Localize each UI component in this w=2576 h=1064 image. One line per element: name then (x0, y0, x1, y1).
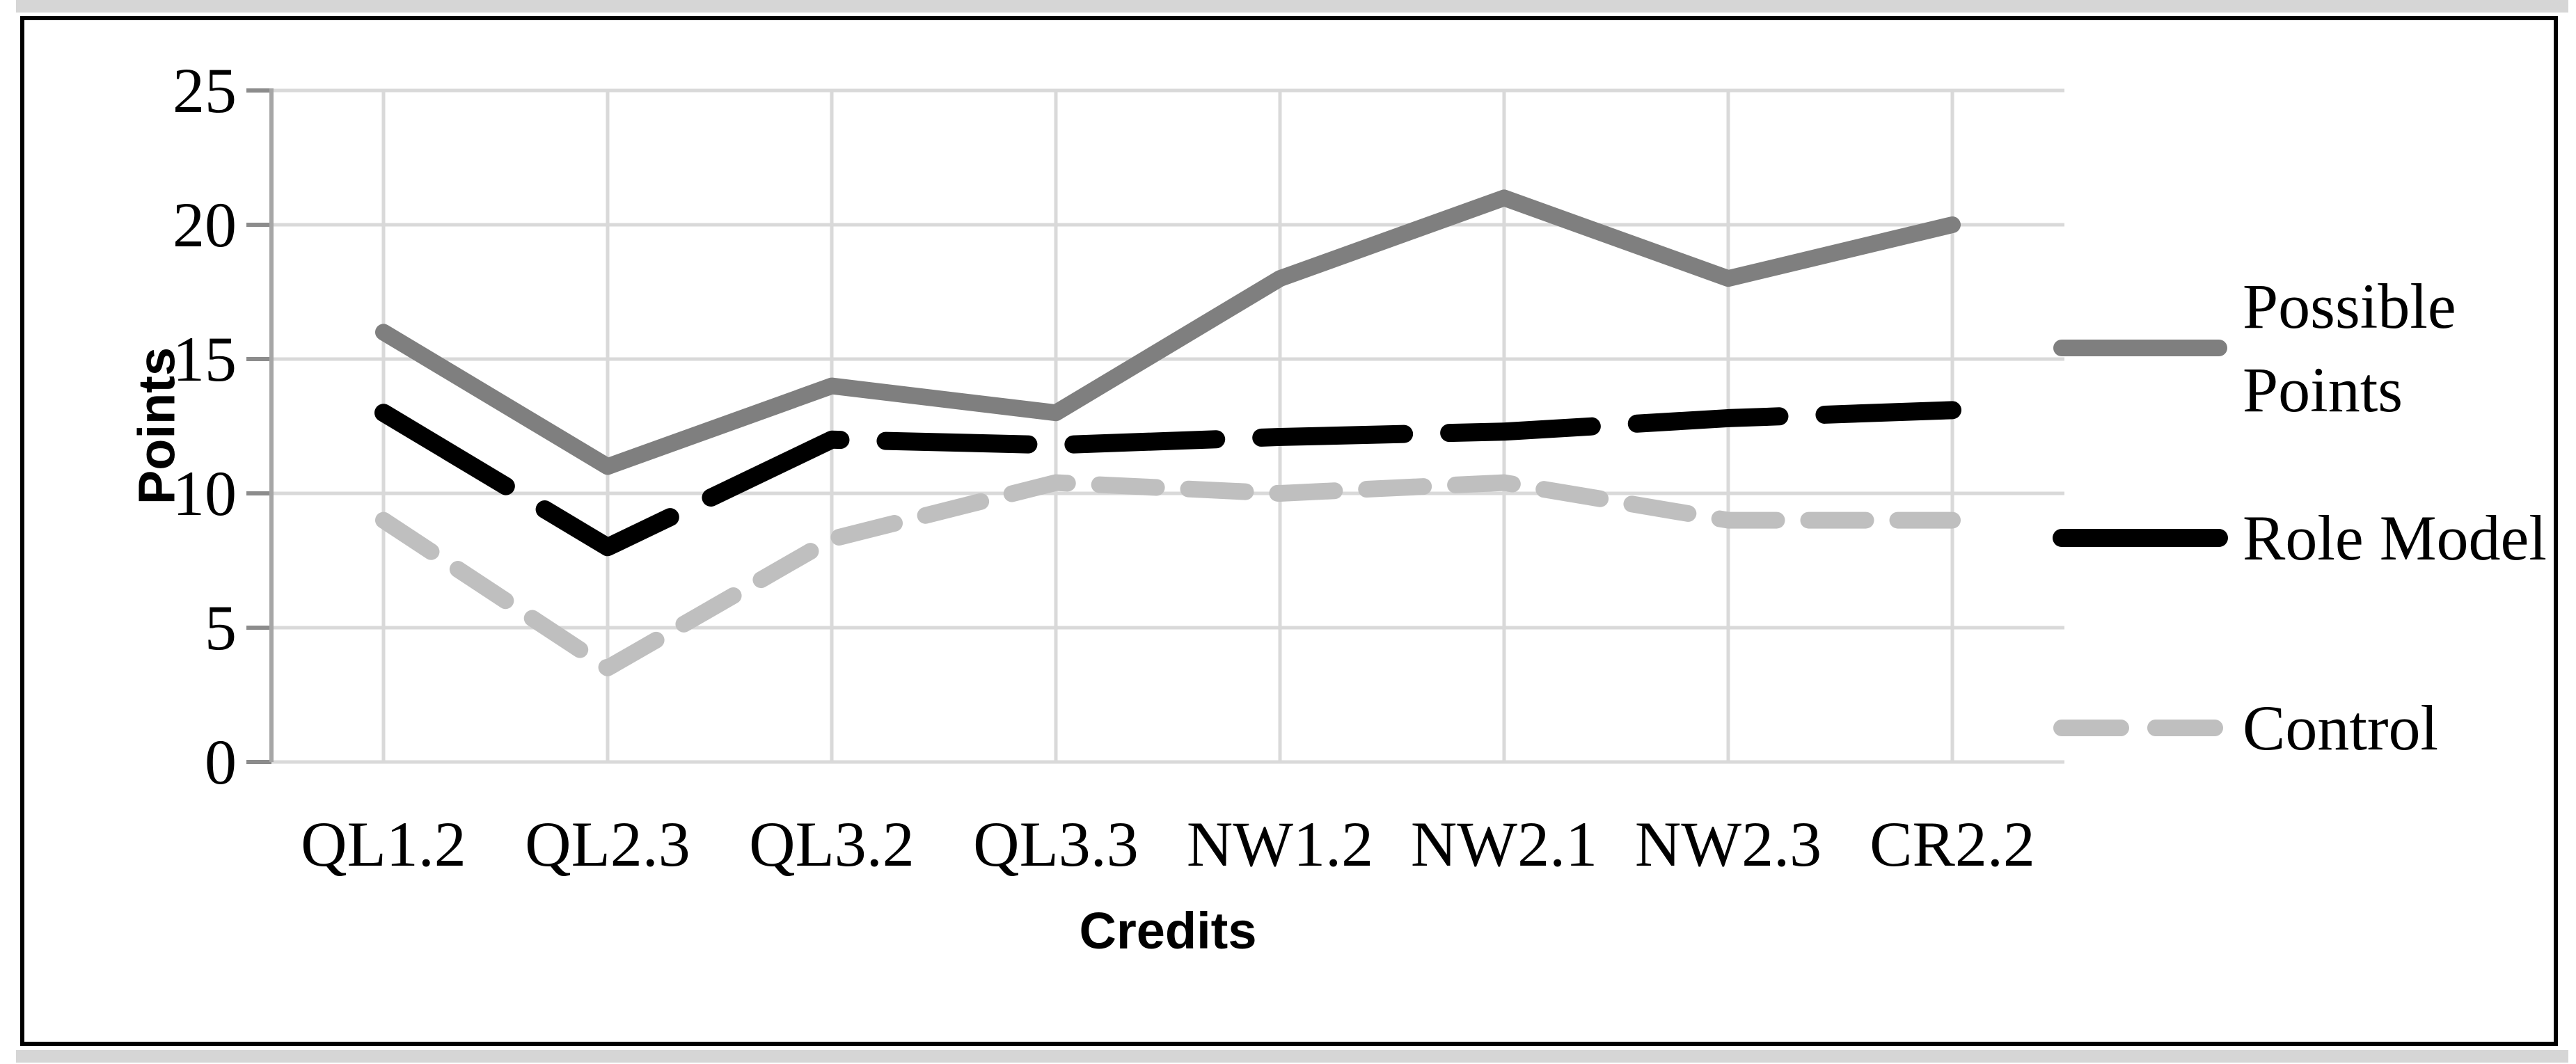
x-tick-label-QL3.3: QL3.3 (973, 809, 1139, 880)
legend-item-role-model: Role Model (2053, 496, 2572, 580)
x-tick-label-NW2.1: NW2.1 (1410, 809, 1598, 880)
y-axis-title: Points (127, 347, 186, 505)
x-tick-label-NW2.3: NW2.3 (1634, 809, 1822, 880)
x-tick-label-CR2.2: CR2.2 (1870, 809, 2035, 880)
y-axis (246, 88, 274, 764)
legend-label: Possible Points (2243, 271, 2456, 425)
y-tick-label-25: 25 (173, 55, 237, 126)
y-tick-label-10: 10 (173, 458, 237, 529)
x-tick-label-QL3.2: QL3.2 (749, 809, 915, 880)
x-tick-label-QL2.3: QL2.3 (525, 809, 690, 880)
x-tick-label-QL1.2: QL1.2 (301, 809, 466, 880)
legend-swatch-line-icon (2053, 340, 2227, 356)
vertical-gridlines (381, 90, 1954, 762)
legend-item-possible-points: Possible Points (2053, 264, 2572, 431)
y-tick-label-20: 20 (173, 189, 237, 260)
frame-top-strip (16, 0, 2568, 13)
series-line-role-model (374, 401, 1961, 557)
legend-swatch-line-icon (2053, 529, 2228, 547)
series-line-possible-points (375, 189, 1961, 475)
frame-bottom-strip (16, 1050, 2568, 1063)
y-tick-label-5: 5 (205, 592, 237, 663)
y-tick-label-0: 0 (205, 726, 237, 797)
legend-item-control: Control (2053, 686, 2572, 770)
legend-label: Control (2243, 692, 2439, 763)
y-tick-label-15: 15 (173, 324, 237, 395)
series-line-control (375, 474, 1961, 676)
x-axis-title: Credits (1079, 902, 1257, 960)
legend-swatch-line-icon (2053, 720, 2227, 736)
legend-label: Role Model (2243, 502, 2547, 573)
legend: Possible Points Role Model Control (2053, 0, 2572, 1064)
series-lines (374, 189, 1961, 676)
x-tick-label-NW1.2: NW1.2 (1186, 809, 1374, 880)
chart-outer-border (20, 16, 2558, 1046)
horizontal-gridlines (271, 88, 2064, 764)
